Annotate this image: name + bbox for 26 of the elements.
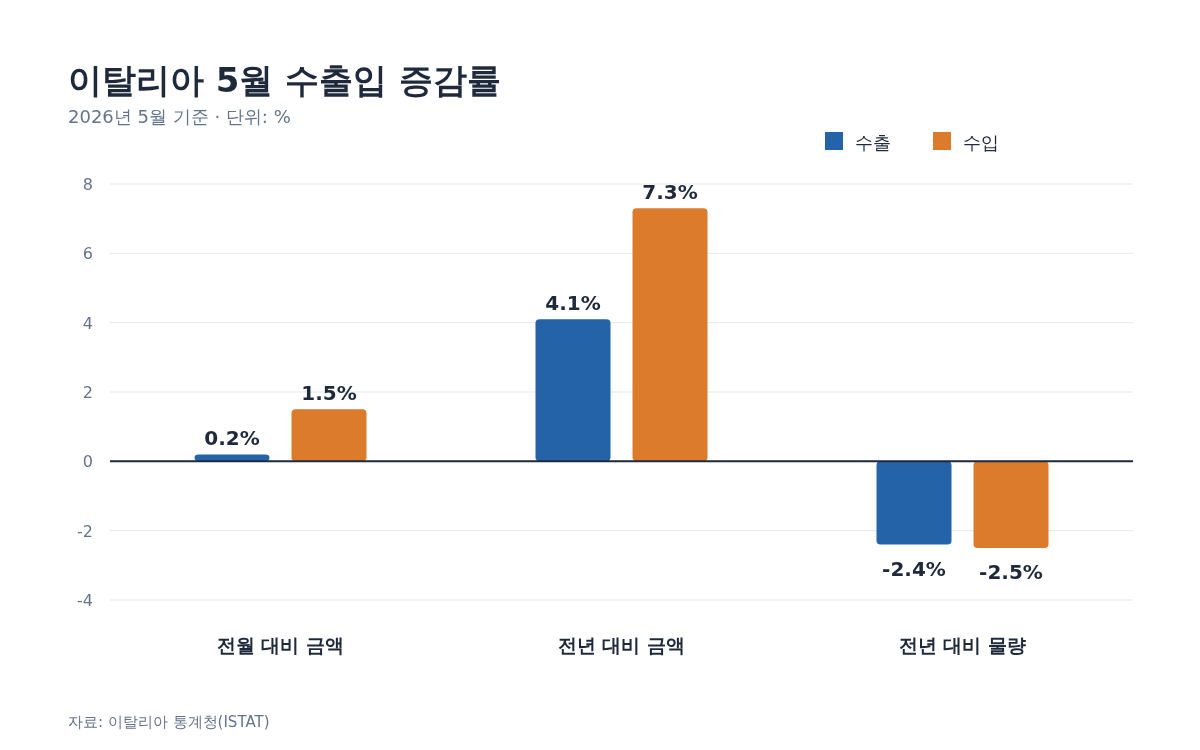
data-label: 1.5% xyxy=(301,381,357,406)
data-label: 0.2% xyxy=(204,426,260,451)
legend-label: 수출 xyxy=(855,132,891,153)
chart-title: 이탈리아 5월 수출입 증감률 xyxy=(68,60,502,100)
y-tick-label: 8 xyxy=(82,175,93,194)
chart-subtitle: 2026년 5월 기준 · 단위: % xyxy=(68,106,291,127)
bar xyxy=(535,319,611,462)
bar xyxy=(632,208,708,462)
text: 자료: 이탈리아 통계청(ISTAT) xyxy=(68,713,270,731)
y-tick-label: 6 xyxy=(82,244,93,264)
x-tick-label: 전월 대비 금액 xyxy=(216,634,345,656)
y-tick-label: -2 xyxy=(77,521,93,541)
x-tick-label: 전년 대비 금액 xyxy=(557,634,686,656)
x-tick-label: 전년 대비 물량 xyxy=(898,634,1027,656)
bar xyxy=(291,409,367,462)
legend-label: 수입 xyxy=(963,132,999,153)
y-tick-label: 2 xyxy=(82,383,93,402)
data-label: -2.4% xyxy=(882,556,946,581)
y-tick-label: 4 xyxy=(82,313,93,333)
bar xyxy=(973,461,1049,548)
data-label: 4.1% xyxy=(545,291,601,316)
data-label: 7.3% xyxy=(642,180,698,205)
bar xyxy=(876,461,952,545)
y-tick-label: -4 xyxy=(77,591,93,610)
data-label: -2.5% xyxy=(979,560,1043,584)
y-tick-label: 0 xyxy=(82,452,93,472)
